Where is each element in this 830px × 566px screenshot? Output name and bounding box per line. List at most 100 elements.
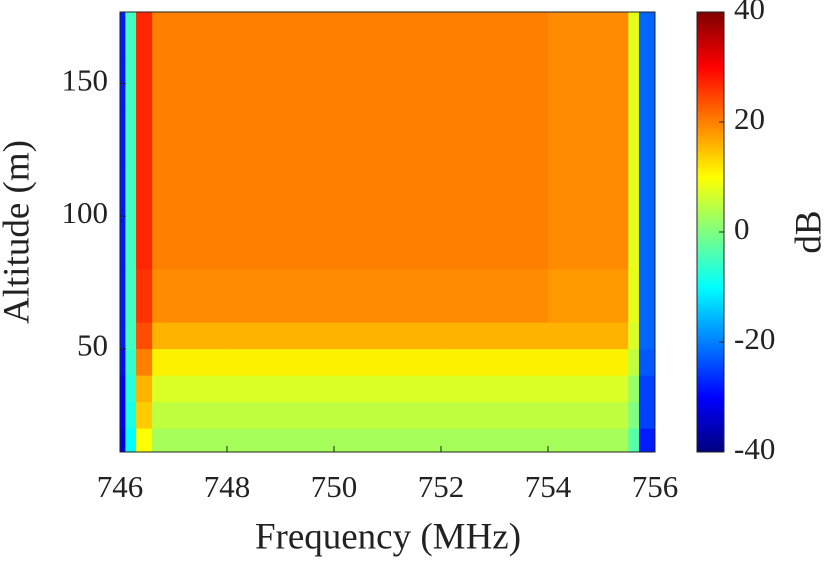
heatmap-cell (120, 110, 126, 164)
heatmap-cell (441, 375, 549, 403)
heatmap-cell (152, 375, 228, 403)
heatmap-cell (120, 375, 126, 403)
heatmap-cell (136, 216, 153, 270)
heatmap-cell (548, 375, 629, 403)
x-tick-label: 748 (204, 469, 251, 504)
heatmap-cell (227, 216, 335, 270)
heatmap-cell (628, 401, 640, 429)
heatmap-cell (441, 348, 549, 376)
heatmap-cell (628, 12, 640, 58)
heatmap-cell (125, 12, 137, 58)
heatmap-cell (638, 12, 656, 58)
heatmap-cell (638, 322, 656, 350)
heatmap-cell (227, 348, 335, 376)
heatmap-cell (638, 401, 656, 429)
heatmap-cell (334, 216, 442, 270)
heatmap-cell (227, 401, 335, 429)
x-tick-label: 752 (418, 469, 465, 504)
heatmap-cell (125, 428, 137, 453)
heatmap-cell (152, 348, 228, 376)
heatmap-cell (152, 428, 228, 453)
heatmap-cell (125, 269, 137, 323)
heatmap-cell (334, 348, 442, 376)
heatmap-cell (441, 163, 549, 217)
x-tick-label: 756 (632, 469, 679, 504)
colorbar-tick-label: -20 (734, 321, 775, 356)
colorbar-tick-label: 40 (734, 0, 765, 26)
x-tick-label: 746 (97, 469, 144, 504)
heatmap-cell (628, 110, 640, 164)
heatmap-cell (334, 57, 442, 111)
heatmap-cell (152, 110, 228, 164)
heatmap-cell (152, 163, 228, 217)
colorbar-label: dB (788, 210, 829, 253)
heatmap-cell (638, 348, 656, 376)
heatmap-cell (628, 269, 640, 323)
heatmap-cell (227, 322, 335, 350)
heatmap-cell (227, 110, 335, 164)
heatmap-cell (125, 163, 137, 217)
heatmap-cell (136, 322, 153, 350)
heatmap-cell (334, 269, 442, 323)
heatmap-cell (638, 163, 656, 217)
heatmap-cell (638, 428, 656, 453)
heatmap-cell (638, 375, 656, 403)
heatmap-cell (227, 12, 335, 58)
heatmap-cell (334, 110, 442, 164)
heatmap-cell (628, 163, 640, 217)
heatmap-cell (334, 12, 442, 58)
heatmap-cell (125, 216, 137, 270)
heatmap-cell (136, 12, 153, 58)
y-tick-label: 100 (62, 195, 109, 230)
x-tick-label: 750 (311, 469, 358, 504)
heatmap-cell (441, 428, 549, 453)
heatmap-cell (152, 12, 228, 58)
heatmap-cell (548, 348, 629, 376)
heatmap-cell (227, 269, 335, 323)
heatmap-cell (125, 57, 137, 111)
heatmap-cell (441, 12, 549, 58)
heatmap-cell (548, 57, 629, 111)
heatmap-cell (125, 322, 137, 350)
heatmap-cell (441, 57, 549, 111)
heatmap-cell (548, 163, 629, 217)
heatmap-cell (152, 322, 228, 350)
heatmap-cell (136, 348, 153, 376)
heatmap-cell (227, 163, 335, 217)
colorbar-tick-label: 20 (734, 101, 765, 136)
heatmap-cell (120, 216, 126, 270)
heatmap-cell (136, 57, 153, 111)
heatmap-cell (125, 110, 137, 164)
heatmap-cell (152, 216, 228, 270)
heatmap-cell (334, 322, 442, 350)
x-axis-label: Frequency (MHz) (255, 516, 521, 557)
heatmap-cell (441, 269, 549, 323)
heatmap-cell (120, 269, 126, 323)
plot-frame (119, 11, 656, 453)
heatmap-cell (548, 110, 629, 164)
heatmap-cell (227, 428, 335, 453)
heatmap-cell (136, 428, 153, 453)
heatmap-cell (628, 322, 640, 350)
heatmap-cell (638, 216, 656, 270)
heatmap-cell (125, 375, 137, 403)
heatmap-cell (638, 110, 656, 164)
heatmap-cell (136, 269, 153, 323)
heatmap-cell (152, 269, 228, 323)
heatmap-cell (628, 57, 640, 111)
heatmap-cell (227, 57, 335, 111)
heatmap-cell (152, 401, 228, 429)
heatmap-cell (548, 401, 629, 429)
heatmap-cell (334, 375, 442, 403)
heatmap-cell (136, 110, 153, 164)
heatmap-cell (441, 401, 549, 429)
heatmap-cell (638, 269, 656, 323)
y-axis-label: Altitude (m) (0, 140, 37, 324)
heatmap-cell (628, 216, 640, 270)
heatmap-cell (548, 269, 629, 323)
y-tick-label: 50 (77, 328, 108, 363)
heatmap-cell (628, 375, 640, 403)
heatmap-cell (120, 428, 126, 453)
heatmap-cell (120, 401, 126, 429)
